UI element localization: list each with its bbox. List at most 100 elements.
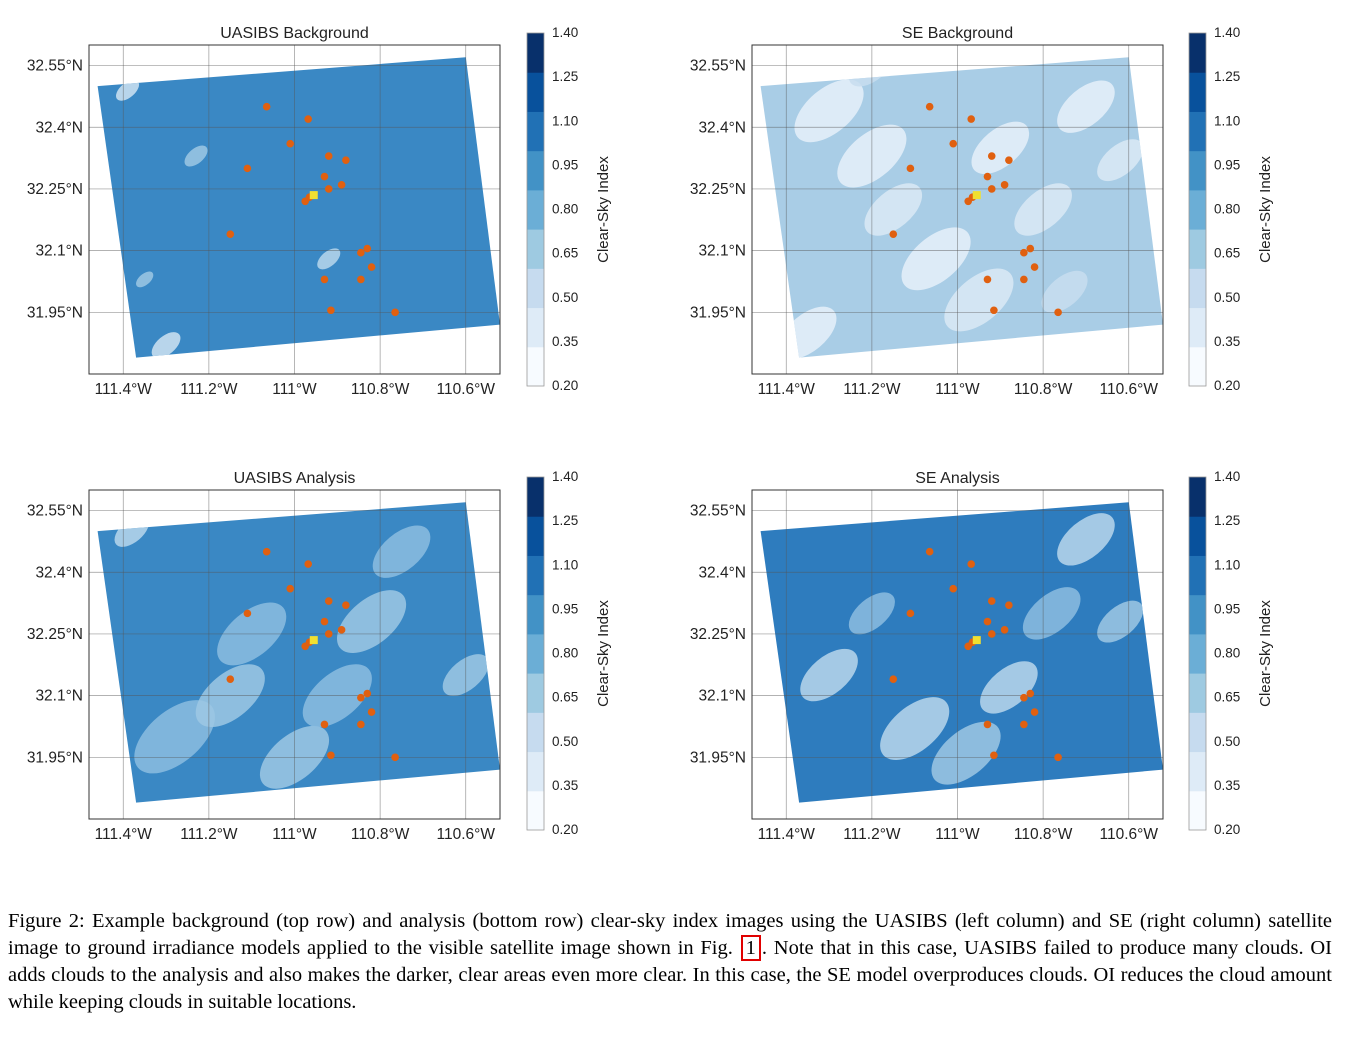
colorbar-tick-label: 0.35 (1214, 778, 1240, 793)
plot-frame (751, 489, 1164, 820)
cloud-patch (971, 121, 1030, 174)
station-marker (1054, 308, 1062, 317)
figure-grid: UASIBS Background 111.4°W 111.2°W 111°W 110.… (27, 25, 1274, 843)
colorbar-segment (1189, 555, 1206, 596)
map-panel: SE Background 111.4°W 111.2°W 111°W 110.8°W 1… (690, 25, 1274, 398)
station-marker (357, 693, 365, 702)
y-tick-label: 32.1°N (698, 243, 746, 260)
cloud-patch (901, 227, 971, 291)
station-marker (327, 751, 335, 760)
cloud-patch (1057, 513, 1115, 566)
colorbar-segment (527, 673, 544, 713)
cloud-patch (944, 268, 1014, 332)
x-tick-label: 111.4°W (758, 381, 816, 398)
station-marker (1000, 181, 1009, 189)
satellite-footprint (760, 502, 1163, 803)
cloud-patch (116, 79, 140, 101)
station-marker (243, 609, 252, 618)
colorbar-tick-label: 0.20 (552, 378, 578, 393)
cloud-patch (1022, 587, 1081, 640)
station-marker (363, 689, 372, 698)
colorbar-segment (1189, 477, 1206, 517)
colorbar-tick-label: 0.35 (552, 334, 578, 349)
x-tick-label: 110.8°W (351, 826, 410, 843)
plot-frame (751, 44, 1164, 375)
cloud-patch (980, 661, 1038, 714)
colorbar-segment (1189, 72, 1206, 112)
colorbar-segment (527, 72, 544, 112)
colorbar-segment (1189, 633, 1206, 674)
station-marker (363, 244, 372, 253)
station-marker (967, 560, 975, 568)
colorbar-segment (527, 229, 544, 269)
x-tick-label: 110.8°W (1014, 381, 1073, 398)
colorbar-tick-label: 1.10 (1214, 113, 1240, 128)
station-marker (1000, 626, 1009, 634)
y-tick-label: 32.55°N (690, 503, 746, 520)
target-location-marker (972, 636, 981, 645)
colorbar-segment (1189, 673, 1206, 713)
colorbar-segment (527, 268, 544, 309)
colorbar-tick-label: 0.50 (1214, 734, 1240, 749)
station-marker (967, 115, 975, 123)
x-tick-label: 111.2°W (843, 826, 901, 843)
colorbar-tick-label: 0.80 (1214, 646, 1240, 661)
colorbar-tick-label: 0.65 (1214, 246, 1240, 261)
station-marker (990, 751, 998, 760)
panel-title: SE Analysis (915, 470, 999, 487)
map-panel: SE Analysis 111.4°W 111.2°W 111°W 110.8°W 110… (690, 469, 1274, 843)
station-marker (949, 139, 958, 148)
x-tick-label: 110.6°W (437, 826, 496, 843)
colorbar-tick-label: 0.95 (1214, 157, 1240, 172)
colorbar-frame (1188, 476, 1207, 831)
colorbar-tick-label: 0.65 (552, 246, 578, 261)
y-tick-label: 32.25°N (27, 626, 83, 643)
colorbar-label: Clear-Sky Index (1257, 600, 1274, 707)
figure-reference-link[interactable]: 1 (740, 935, 761, 961)
colorbar-segment (527, 150, 544, 191)
y-tick-label: 31.95°N (27, 749, 83, 766)
y-tick-label: 32.4°N (698, 119, 746, 136)
colorbar-tick-label: 0.20 (552, 822, 578, 837)
colorbar-tick-label: 1.25 (552, 513, 578, 528)
colorbar-tick-label: 0.80 (1214, 202, 1240, 217)
cloud-patch (336, 590, 407, 654)
y-tick-label: 32.25°N (27, 181, 83, 198)
colorbar-segment (1189, 346, 1206, 387)
colorbar-segment (527, 751, 544, 792)
x-tick-label: 110.6°W (1100, 381, 1159, 398)
station-marker (367, 263, 376, 271)
station-marker (983, 720, 992, 729)
colorbar-segment (527, 594, 544, 635)
colorbar-segment (1189, 111, 1206, 152)
station-marker (1030, 708, 1039, 716)
y-tick-label: 32.1°N (35, 243, 83, 260)
station-marker (889, 230, 898, 238)
colorbar-tick-label: 1.40 (552, 469, 578, 484)
x-tick-label: 110.6°W (1100, 826, 1159, 843)
station-marker (337, 626, 346, 634)
x-tick-label: 111.2°W (843, 381, 901, 398)
plot-frame (88, 489, 501, 820)
colorbar-segment (1189, 189, 1206, 230)
station-marker (1020, 248, 1028, 257)
cloud-patch (1041, 270, 1088, 313)
target-location-marker (309, 636, 318, 645)
station-marker (906, 164, 915, 173)
cloud-patch (372, 525, 431, 578)
station-marker (367, 708, 376, 716)
colorbar-label: Clear-Sky Index (595, 600, 612, 707)
station-marker (320, 275, 329, 284)
colorbar-segment (1189, 229, 1206, 269)
station-marker (987, 185, 996, 193)
colorbar-segment (527, 189, 544, 230)
colorbar-tick-label: 0.50 (552, 734, 578, 749)
station-marker (243, 164, 252, 173)
cloud-patch (1097, 139, 1144, 182)
colorbar-tick-label: 0.20 (1214, 822, 1240, 837)
station-marker (889, 675, 898, 683)
colorbar-segment (1189, 790, 1206, 831)
cloud-patch (136, 271, 154, 288)
colorbar-tick-label: 1.25 (552, 69, 578, 84)
colorbar-segment (527, 346, 544, 387)
